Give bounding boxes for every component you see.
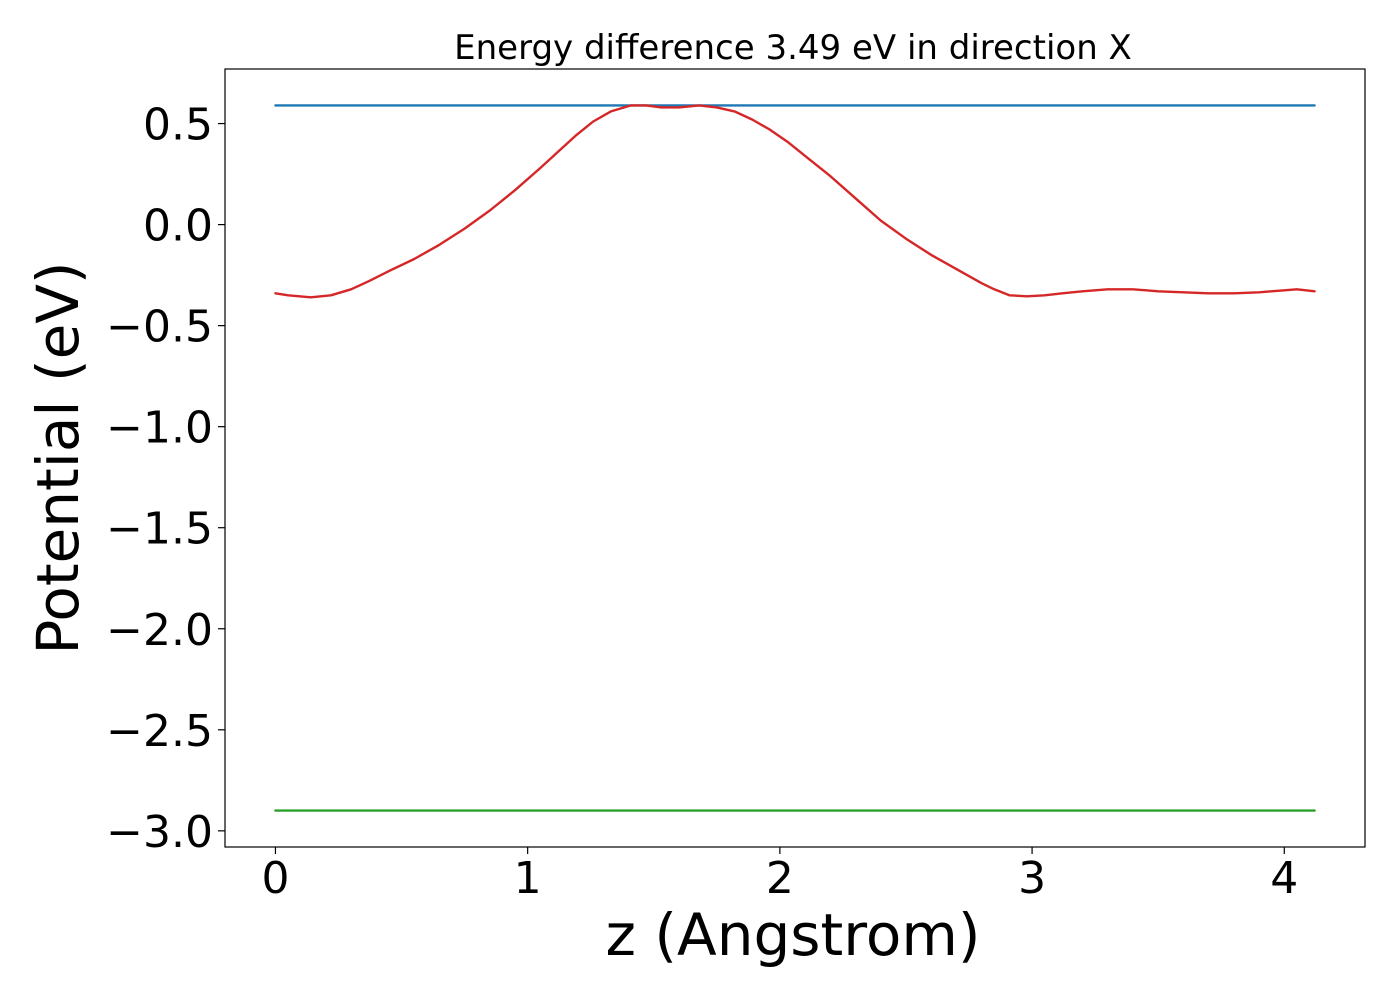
y-tick-label: 0.5: [143, 100, 213, 151]
y-tick-label: −2.0: [106, 605, 213, 656]
x-tick-label: 3: [1018, 853, 1046, 904]
chart-title: Energy difference 3.49 eV in direction X: [454, 28, 1132, 68]
y-axis-label: Potential (eV): [24, 261, 92, 654]
y-tick-label: 0.0: [143, 201, 213, 252]
plot-frame: [224, 68, 1366, 848]
y-tick-label: −0.5: [106, 302, 213, 353]
y-tick-label: −2.5: [106, 706, 213, 757]
x-axis-label: z (Angstrom): [606, 901, 981, 969]
series-layer: [274, 104, 1316, 812]
x-axis: 0 1 2 3 4: [261, 847, 1298, 904]
y-tick-label: −1.5: [106, 504, 213, 555]
x-tick-label: 1: [514, 853, 542, 904]
y-tick-label: −3.0: [106, 807, 213, 858]
x-tick-label: 2: [766, 853, 794, 904]
x-tick-label: 0: [261, 853, 289, 904]
y-tick-label: −1.0: [106, 403, 213, 454]
y-axis: 0.5 0.0 −0.5 −1.0 −1.5 −2.0 −2.5 −3.0: [106, 100, 225, 858]
x-tick-label: 4: [1270, 853, 1298, 904]
series-line-2: [274, 104, 1316, 299]
